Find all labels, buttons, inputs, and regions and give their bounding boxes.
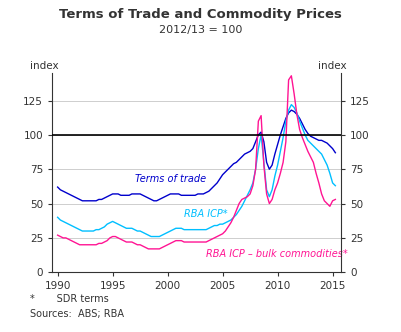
Text: Terms of Trade and Commodity Prices: Terms of Trade and Commodity Prices	[59, 8, 342, 21]
Text: Sources:  ABS; RBA: Sources: ABS; RBA	[30, 309, 124, 319]
Text: index: index	[30, 61, 59, 71]
Text: *       SDR terms: * SDR terms	[30, 294, 109, 304]
Text: RBA ICP*: RBA ICP*	[184, 209, 228, 219]
Text: Terms of trade: Terms of trade	[135, 174, 206, 184]
Text: RBA ICP – bulk commodities*: RBA ICP – bulk commodities*	[206, 249, 348, 259]
Text: 2012/13 = 100: 2012/13 = 100	[159, 25, 242, 35]
Text: index: index	[318, 61, 347, 71]
